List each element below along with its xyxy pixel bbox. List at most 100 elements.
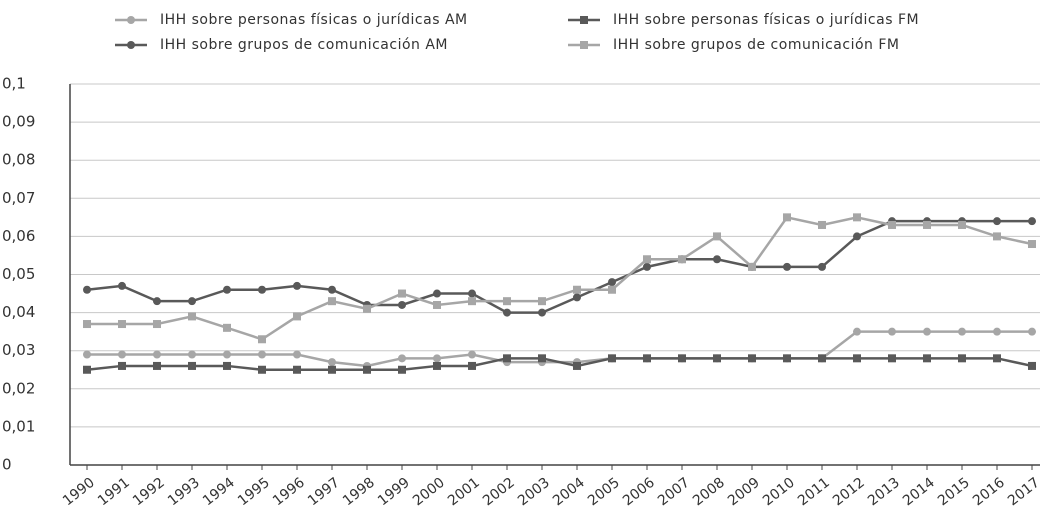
data-point [118, 320, 126, 329]
data-point [398, 354, 406, 363]
data-point [328, 358, 336, 367]
data-point [468, 297, 476, 306]
data-point [1028, 217, 1036, 226]
x-tick-label: 2011 [795, 475, 833, 510]
data-point [643, 255, 651, 264]
data-point [223, 285, 231, 294]
data-point [818, 220, 826, 229]
data-point [573, 361, 581, 370]
data-point [888, 327, 896, 336]
data-point [153, 320, 161, 329]
data-point [608, 354, 616, 363]
data-point [853, 232, 861, 241]
data-point [328, 365, 336, 374]
data-point [188, 361, 196, 370]
data-point [818, 354, 826, 363]
x-tick-label: 1993 [165, 475, 203, 510]
x-tick-label: 2015 [935, 475, 973, 510]
data-point [748, 262, 756, 271]
x-tick-label: 2003 [515, 475, 553, 510]
data-point [503, 308, 511, 317]
data-point [783, 354, 791, 363]
x-tick-label: 1999 [375, 475, 413, 510]
x-tick-label: 2002 [480, 475, 518, 510]
x-tick-label: 2014 [900, 475, 938, 510]
data-point [923, 220, 931, 229]
x-tick-label: 1994 [200, 475, 238, 510]
data-point [118, 361, 126, 370]
data-point [853, 354, 861, 363]
data-point [398, 289, 406, 298]
data-point [328, 285, 336, 294]
x-tick-label: 2007 [655, 475, 693, 510]
legend-label: IHH sobre personas físicas o jurídicas F… [613, 12, 919, 28]
x-tick-label: 2006 [620, 475, 658, 510]
data-point [153, 297, 161, 306]
data-point [608, 285, 616, 294]
data-point [783, 213, 791, 222]
data-point [223, 361, 231, 370]
x-tick-label: 2012 [830, 475, 868, 510]
series-line [86, 219, 1032, 314]
data-point [923, 354, 931, 363]
x-tick-label: 2004 [550, 475, 588, 510]
data-point [363, 365, 371, 374]
x-tick-label: 2005 [585, 475, 623, 510]
x-tick-label: 2008 [690, 475, 728, 510]
data-point [433, 354, 441, 363]
data-point [993, 217, 1001, 226]
legend-label: IHH sobre grupos de comunicación FM [613, 37, 899, 53]
legend-label: IHH sobre personas físicas o jurídicas A… [160, 12, 468, 28]
x-tick-label: 2013 [865, 475, 903, 510]
x-tick-label: 1998 [340, 475, 378, 510]
x-tick-label: 1990 [60, 475, 98, 510]
data-point [83, 285, 91, 294]
data-point [118, 281, 126, 290]
x-tick-label: 2017 [1005, 475, 1042, 510]
y-tick-label: 0,03 [2, 341, 35, 359]
data-point [993, 354, 1001, 363]
data-point [678, 255, 686, 264]
y-tick-label: 0,02 [2, 379, 35, 397]
x-tick-label: 2001 [445, 475, 483, 510]
data-point [643, 262, 651, 271]
data-point [363, 304, 371, 313]
data-point [643, 354, 651, 363]
data-point [223, 323, 231, 332]
data-point [83, 320, 91, 329]
x-tick-label: 1992 [130, 475, 168, 510]
legend-label: IHH sobre grupos de comunicación AM [160, 37, 448, 53]
y-tick-label: 0,01 [2, 417, 35, 435]
series-line [86, 357, 1033, 371]
data-point [958, 327, 966, 336]
x-tick-label: 2010 [760, 475, 798, 510]
x-tick-label: 1991 [95, 475, 133, 510]
data-point [993, 327, 1001, 336]
data-point [573, 285, 581, 294]
data-point [1028, 361, 1036, 370]
data-point [188, 350, 196, 359]
data-point [258, 335, 266, 344]
data-point [433, 300, 441, 309]
data-point [538, 297, 546, 306]
data-point [83, 350, 91, 359]
data-point [993, 232, 1001, 241]
data-point [713, 354, 721, 363]
y-tick-label: 0,06 [2, 227, 35, 245]
legend-marker [580, 41, 588, 49]
x-tick-label: 2000 [410, 475, 448, 510]
data-point [958, 220, 966, 229]
data-point [888, 354, 896, 363]
data-point [853, 327, 861, 336]
data-point [503, 354, 511, 363]
data-point [293, 350, 301, 359]
y-tick-label: 0,08 [2, 151, 35, 169]
data-point [958, 354, 966, 363]
data-point [258, 365, 266, 374]
data-point [223, 350, 231, 359]
y-tick-label: 0,04 [2, 303, 35, 321]
data-point [188, 312, 196, 321]
y-tick-label: 0,09 [2, 113, 35, 131]
legend-marker [580, 16, 588, 24]
